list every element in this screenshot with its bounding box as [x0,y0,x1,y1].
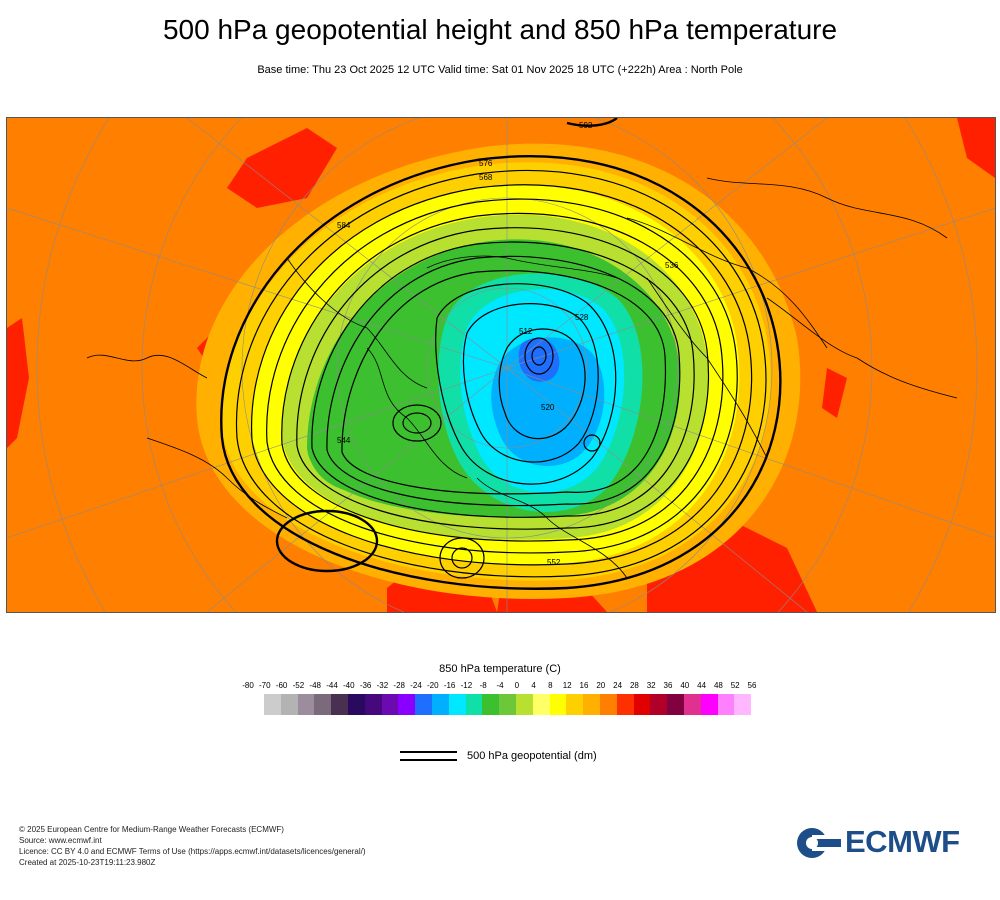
temperature-tick-label: -70 [259,681,271,690]
footer-line: Licence: CC BY 4.0 and ECMWF Terms of Us… [19,847,366,856]
temperature-legend-title: 850 hPa temperature (C) [439,663,561,675]
contour-label: 568 [479,173,493,182]
temperature-tick-label: -52 [292,681,305,690]
colorbar-swatch [499,694,516,715]
geopotential-contours [220,118,782,590]
contour-label: 544 [337,436,351,445]
colorbar-swatch [297,694,315,715]
colorbar-swatch [364,694,382,715]
copyright-footer: © 2025 European Centre for Medium-Range … [19,824,366,868]
temperature-tick-label: 0 [514,681,520,690]
colorbar-swatch [667,694,684,715]
temperature-tick-label: 28 [629,681,639,690]
geopotential-legend: 500 hPa geopotential (dm) [400,748,700,768]
temperature-tick-label: 4 [531,681,536,690]
temperature-tick-label: 32 [646,681,656,690]
colorbar-swatch [482,694,500,715]
temperature-tick-label: -24 [410,681,422,690]
polar-map: 592 576 568 584 512 528 520 552 544 536 [6,117,996,613]
colorbar-swatch [734,694,752,715]
temperature-tick-label: 8 [548,681,553,690]
colorbar-swatch [683,694,701,715]
colorbar-swatch [415,694,432,715]
colorbar-swatch [566,694,584,715]
coastlines [86,177,958,579]
colorbar-swatch [280,694,298,715]
chart-title: 500 hPa geopotential height and 850 hPa … [162,14,838,45]
contour-label: 520 [541,403,555,412]
footer-line: © 2025 European Centre for Medium-Range … [19,825,284,834]
chart-subtitle: Base time: Thu 23 Oct 2025 12 UTC Valid … [257,64,743,76]
temperature-tick-label: 44 [697,681,707,690]
temperature-tick-label: -40 [343,681,355,690]
ecmwf-logo: ECMWF [795,824,985,862]
temperature-tick-label: 12 [562,681,572,690]
colorbar-swatch [398,694,416,715]
warm-patch-northwest [227,128,337,208]
graticule [7,118,995,612]
temperature-tick-label: -48 [309,681,321,690]
contour-label: 576 [479,159,493,168]
colorbar-swatch [448,694,466,715]
colorbar-swatch [515,694,533,715]
contour-label: 552 [547,558,561,567]
temperature-tick-label: -16 [443,681,456,690]
temperature-tick-label: 24 [613,681,623,690]
temperature-tick-label: -20 [427,681,439,690]
footer-line: Created at 2025-10-23T19:11:23.980Z [19,858,156,867]
contour-label: 592 [579,121,593,130]
colorbar-swatch [633,694,651,715]
colorbar-swatch [264,694,281,715]
temperature-tick-label: 20 [596,681,606,690]
colorbar-swatch [700,694,718,715]
temperature-tick-label: -28 [393,681,405,690]
ecmwf-logo-text: ECMWF [845,824,960,859]
temperature-tick-label: -32 [376,681,389,690]
temperature-tick-label: 48 [713,681,723,690]
colorbar-swatch [465,694,483,715]
temperature-tick-label: -12 [460,681,473,690]
colorbar-swatch [532,694,550,715]
colorbar-swatch [549,694,567,715]
temperature-tick-label: -60 [275,681,288,690]
temperature-tick-label: 40 [680,681,690,690]
geopotential-line-sample [400,759,457,761]
colorbar-swatch [650,694,668,715]
contour-label: 584 [337,221,351,230]
contour-label: 528 [575,313,589,322]
temperature-tick-label: 16 [579,681,589,690]
colorbar-swatch [717,694,735,715]
temperature-tick-label: -8 [479,681,487,690]
warm-patch-far-east [822,368,847,418]
colorbar-swatch [347,694,365,715]
ecmwf-logo-mark [797,828,841,858]
footer-line: Source: www.ecmwf.int [19,836,102,845]
colorbar-swatch [616,694,634,715]
band-blue [518,338,560,382]
colorbar-swatch [599,694,617,715]
temperature-tick-label: -44 [326,681,338,690]
temperature-tick-label: 56 [747,681,757,690]
colorbar-swatch [331,694,348,715]
temperature-tick-label: -4 [496,681,504,690]
colorbar-swatch [583,694,600,715]
colorbar-swatch [314,694,332,715]
geopotential-line-sample [400,751,457,753]
warm-patch-northeast [957,118,995,178]
colorbar-swatch [431,694,449,715]
contour-label: 512 [519,327,533,336]
temperature-tick-labels: -80 -70 -60 -52 -48 -44 -40 -36 -32 -28 -24 -20 -16-… [238,681,768,693]
colorbar-swatch [381,694,399,715]
temperature-tick-label: -36 [359,681,372,690]
geopotential-legend-label: 500 hPa geopotential (dm) [467,750,597,762]
band-light-blue [491,337,605,467]
temperature-tick-label: 36 [663,681,673,690]
temperature-tick-label: 52 [730,681,740,690]
contour-label: 536 [665,261,679,270]
warm-patch-west [7,318,29,448]
temperature-tick-label: -80 [242,681,254,690]
temperature-colorbar [264,694,752,715]
